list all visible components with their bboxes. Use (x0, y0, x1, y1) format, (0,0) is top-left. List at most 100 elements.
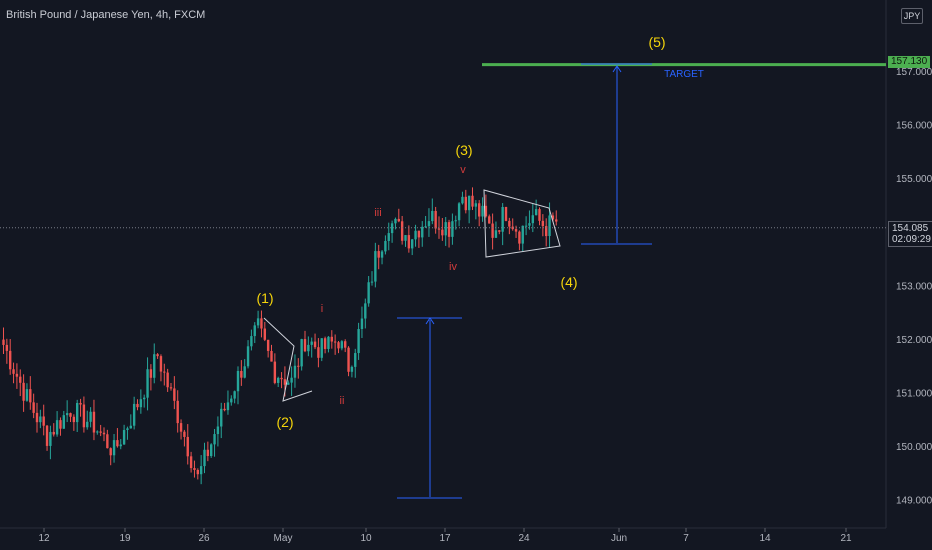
price-axis[interactable]: 149.000150.000151.000152.000153.000154.0… (896, 67, 932, 506)
candle-body (521, 225, 524, 244)
candle-body (531, 215, 534, 224)
candle-body (310, 341, 313, 345)
candle-body (320, 338, 323, 358)
candle-body (511, 226, 514, 230)
candle-body (380, 251, 384, 258)
candle-body (112, 440, 116, 456)
candle-body (360, 318, 364, 330)
candle-body (79, 402, 82, 405)
candle-body (250, 336, 253, 347)
candle-body (447, 222, 451, 237)
price-tick-label: 150.000 (896, 442, 932, 453)
price-tick-label: 152.000 (896, 335, 932, 346)
candle-body (441, 229, 444, 236)
candle-body (407, 235, 411, 249)
candle-body (400, 221, 404, 241)
candle-body (417, 230, 421, 238)
candle-body (270, 350, 273, 362)
time-axis[interactable]: 12 19 26 May 10 17 24 Jun 7 14 21 (38, 528, 852, 544)
candle-body (501, 207, 504, 232)
candle-body (327, 336, 330, 349)
subwave-label: i (321, 303, 323, 315)
candle-body (35, 412, 39, 423)
candle-body (541, 220, 545, 227)
last-price-tag: 154.085 02:09:29 (888, 221, 932, 247)
candle-body (216, 426, 220, 435)
candle-body (220, 408, 223, 427)
candle-body (12, 369, 15, 374)
candle-body (421, 226, 424, 238)
candle-body (534, 209, 538, 216)
target-annotation: TARGET (664, 69, 704, 80)
candle-body (193, 468, 196, 470)
candle-body (99, 431, 102, 433)
candle-body (179, 423, 183, 432)
candle-body (377, 251, 380, 258)
candle-body (300, 339, 303, 367)
time-tick-label: 12 (38, 533, 50, 544)
candle-body (498, 230, 501, 232)
candle-body (15, 373, 19, 377)
drawings[interactable] (0, 63, 886, 499)
candle-body (280, 377, 283, 380)
candle-body (146, 369, 149, 398)
candle-body (491, 223, 494, 238)
candle-body (199, 466, 203, 475)
time-tick-label: 7 (683, 533, 689, 544)
symbol-title[interactable]: British Pound / Japanese Yen, 4h, FXCM (6, 9, 206, 21)
candle-body (136, 403, 139, 408)
price-tick-label: 157.000 (896, 67, 932, 78)
candle-body (253, 325, 256, 337)
time-tick-label: 19 (119, 533, 131, 544)
candle-body (89, 411, 92, 422)
candle-body (210, 444, 213, 457)
candle-body (86, 421, 89, 428)
candle-body (96, 431, 99, 433)
last-price-value: 154.085 (892, 223, 929, 234)
candle-body (143, 397, 146, 400)
candle-body (411, 239, 414, 249)
candle-body (149, 369, 153, 378)
bar-countdown: 02:09:29 (892, 234, 931, 245)
wave-label: (3) (455, 142, 472, 158)
candle-body (323, 338, 327, 349)
candle-body (514, 229, 518, 232)
currency-badge[interactable]: JPY (901, 8, 923, 24)
candle-body (213, 434, 216, 445)
candle-body (394, 218, 397, 224)
candle-body (467, 195, 471, 211)
candle-body (52, 431, 55, 435)
candle-body (206, 449, 210, 457)
candle-body (236, 370, 240, 392)
price-tick-label: 155.000 (896, 174, 932, 185)
candle-body (370, 281, 374, 283)
candle-body (474, 203, 478, 207)
candle-body (330, 336, 333, 342)
candle-body (183, 431, 186, 437)
candle-body (243, 366, 246, 378)
measure-1-arrowhead (425, 317, 435, 325)
candle-body (317, 347, 320, 358)
candle-body (22, 382, 25, 401)
wave-label: (5) (648, 34, 665, 50)
candle-body (528, 223, 531, 226)
candle-body (186, 436, 189, 457)
candle-body (246, 346, 250, 367)
candle-body (173, 388, 176, 401)
candle-body (166, 372, 169, 388)
candle-body (122, 430, 126, 445)
candle-body (19, 376, 22, 383)
candle-body (293, 365, 297, 378)
candle-body (283, 379, 287, 385)
candle-body (203, 449, 206, 467)
candle-body (132, 403, 136, 426)
candle-body (494, 230, 498, 238)
candle-body (350, 366, 354, 372)
candle-body (92, 411, 96, 433)
candle-body (340, 341, 344, 349)
candle-body (153, 354, 156, 378)
candle-body (290, 377, 293, 383)
candle-body (32, 402, 35, 413)
